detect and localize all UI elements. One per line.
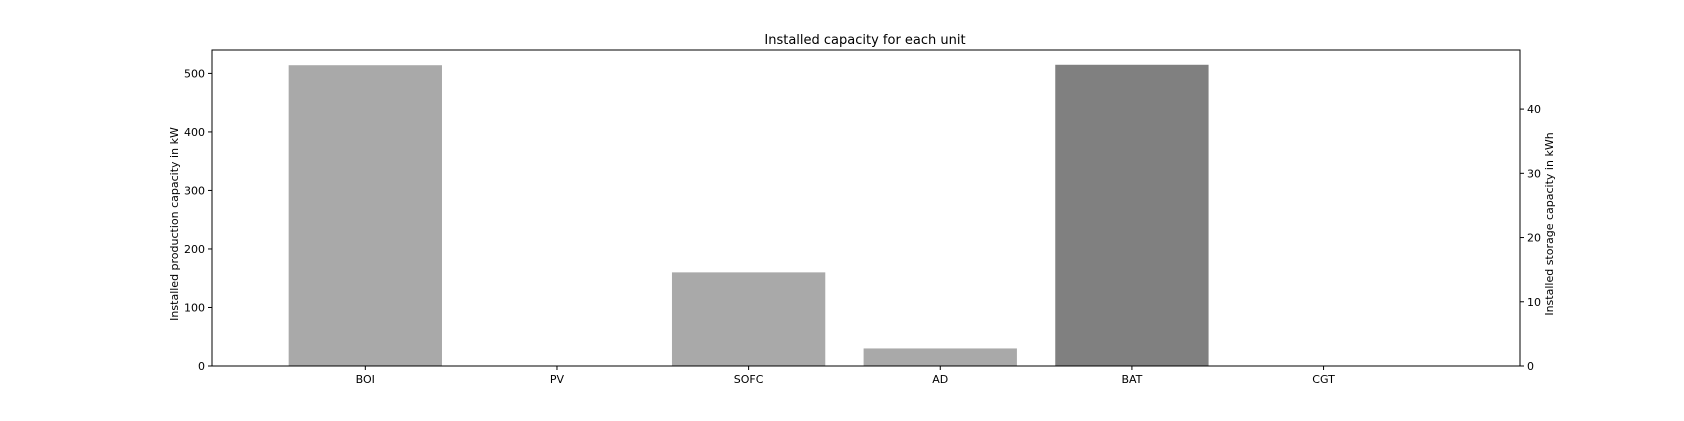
y-right-tick-label: 40	[1527, 103, 1541, 116]
plot-frame	[211, 49, 1521, 367]
axes-layer: BOI PV SOFC AD BAT CGT 0 100 200 300 400 500 0 10 20 30…	[184, 49, 1541, 386]
x-tick-label: BOI	[356, 373, 375, 386]
y-left-tick-label: 0	[198, 360, 205, 373]
bars-layer	[288, 64, 1209, 367]
x-tick-label: BAT	[1121, 373, 1142, 386]
y-right-tick-label: 0	[1527, 360, 1534, 373]
y-right-tick-label: 20	[1527, 232, 1541, 245]
bar-bat	[1055, 64, 1209, 367]
y-left-tick-label: 100	[184, 301, 205, 314]
y-left-tick-label: 300	[184, 184, 205, 197]
y-left-tick-label: 400	[184, 126, 205, 139]
bar-sofc	[671, 272, 826, 366]
y-left-tick-label: 500	[184, 67, 205, 80]
x-tick-label: SOFC	[734, 373, 764, 386]
x-tick-label: PV	[550, 373, 565, 386]
bar-ad	[863, 348, 1017, 366]
chart-title: Installed capacity for each unit	[764, 33, 965, 48]
y-right-tick-label: 10	[1527, 296, 1541, 309]
x-tick-label: CGT	[1312, 373, 1335, 386]
y-axis-left-label: Installed production capacity in kW	[168, 127, 181, 321]
y-axis-right-label: Installed storage capacity in kWh	[1543, 132, 1556, 315]
y-left-tick-label: 200	[184, 243, 205, 256]
x-tick-label: AD	[932, 373, 948, 386]
bar-boi	[288, 65, 442, 367]
y-right-tick-label: 30	[1527, 167, 1541, 180]
